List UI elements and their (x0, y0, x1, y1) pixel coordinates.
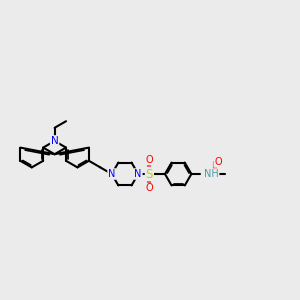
Text: N: N (134, 169, 142, 179)
Text: NH: NH (204, 169, 219, 179)
Text: N: N (51, 136, 58, 146)
Text: O: O (146, 183, 153, 194)
Text: O: O (214, 157, 222, 167)
Text: S: S (146, 167, 153, 181)
Text: N: N (108, 169, 116, 179)
Text: O: O (146, 154, 153, 165)
